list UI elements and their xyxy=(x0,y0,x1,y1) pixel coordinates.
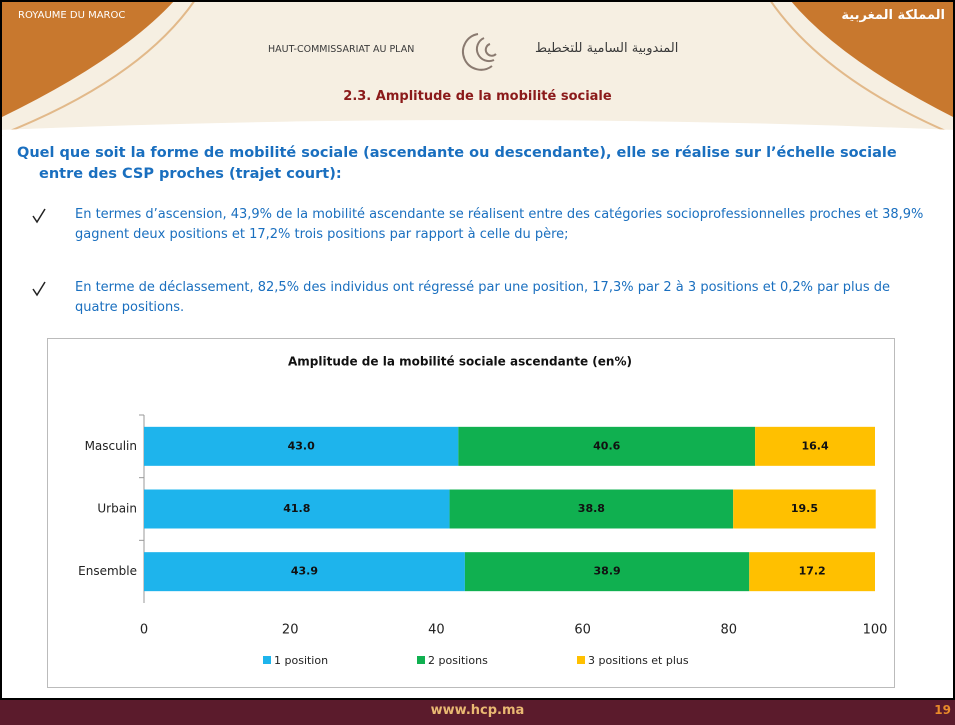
x-tick-label: 60 xyxy=(574,623,591,638)
value-label: 40.6 xyxy=(593,439,620,452)
x-tick-label: 80 xyxy=(721,623,738,638)
bar-segment xyxy=(755,426,875,466)
value-label: 43.0 xyxy=(288,439,315,452)
value-label: 38.9 xyxy=(594,565,621,578)
bar-segment xyxy=(749,552,875,592)
y-tick-label: Masculin xyxy=(85,439,137,453)
x-tick-label: 100 xyxy=(863,623,888,638)
header-left: ROYAUME DU MAROC xyxy=(18,10,126,21)
legend-swatch xyxy=(577,656,585,664)
slide-title: 2.3. Amplitude de la mobilité sociale xyxy=(343,89,612,104)
check xyxy=(32,281,46,297)
footer-bar xyxy=(0,699,955,725)
logo xyxy=(462,33,497,71)
bar-segment xyxy=(144,489,450,529)
bar-segment xyxy=(144,426,459,466)
value-label: 19.5 xyxy=(791,502,818,515)
bar-segment xyxy=(144,552,465,592)
header-edge xyxy=(0,120,955,135)
legend-label: 1 position xyxy=(274,654,328,667)
value-label: 43.9 xyxy=(291,565,318,578)
legend-label: 2 positions xyxy=(428,654,488,667)
y-tick-label: Urbain xyxy=(97,502,137,516)
bar-segment xyxy=(449,489,734,529)
legend-swatch xyxy=(263,656,271,664)
value-label: 16.4 xyxy=(801,439,828,452)
page-number: 19 xyxy=(934,703,951,717)
left-swoosh-line xyxy=(0,0,197,137)
bar-segment xyxy=(458,426,756,466)
y-tick-label: Ensemble xyxy=(78,564,137,578)
header-right: المملكة المغربية xyxy=(841,8,945,23)
org-ar: المندوبية السامية للتخطيط xyxy=(535,41,679,56)
bar-segment xyxy=(733,489,876,529)
chart-title: Amplitude de la mobilité sociale ascenda… xyxy=(288,355,632,369)
bullet-text: En terme de déclassement, 82,5% des indi… xyxy=(75,280,891,315)
right-swoosh xyxy=(790,0,955,118)
x-tick-label: 40 xyxy=(428,623,445,638)
legend-label: 3 positions et plus xyxy=(588,654,689,667)
header-band xyxy=(0,0,955,130)
left-swoosh xyxy=(0,0,175,118)
bar-segment xyxy=(464,552,750,592)
slide-border xyxy=(0,0,955,700)
footer-url: www.hcp.ma xyxy=(430,703,525,718)
value-label: 38.8 xyxy=(578,502,605,515)
bullet-text: En termes d’ascension, 43,9% de la mobil… xyxy=(75,207,924,242)
legend-swatch xyxy=(417,656,425,664)
chart: Amplitude de la mobilité sociale ascenda… xyxy=(47,338,895,688)
org-fr: HAUT-COMMISSARIAT AU PLAN xyxy=(268,44,415,55)
x-tick-label: 0 xyxy=(140,623,148,638)
value-label: 41.8 xyxy=(283,502,310,515)
value-label: 17.2 xyxy=(799,565,826,578)
x-tick-label: 20 xyxy=(282,623,299,638)
right-swoosh-line xyxy=(768,0,955,137)
check xyxy=(32,208,46,224)
lead-text: Quel que soit la forme de mobilité socia… xyxy=(17,145,897,182)
